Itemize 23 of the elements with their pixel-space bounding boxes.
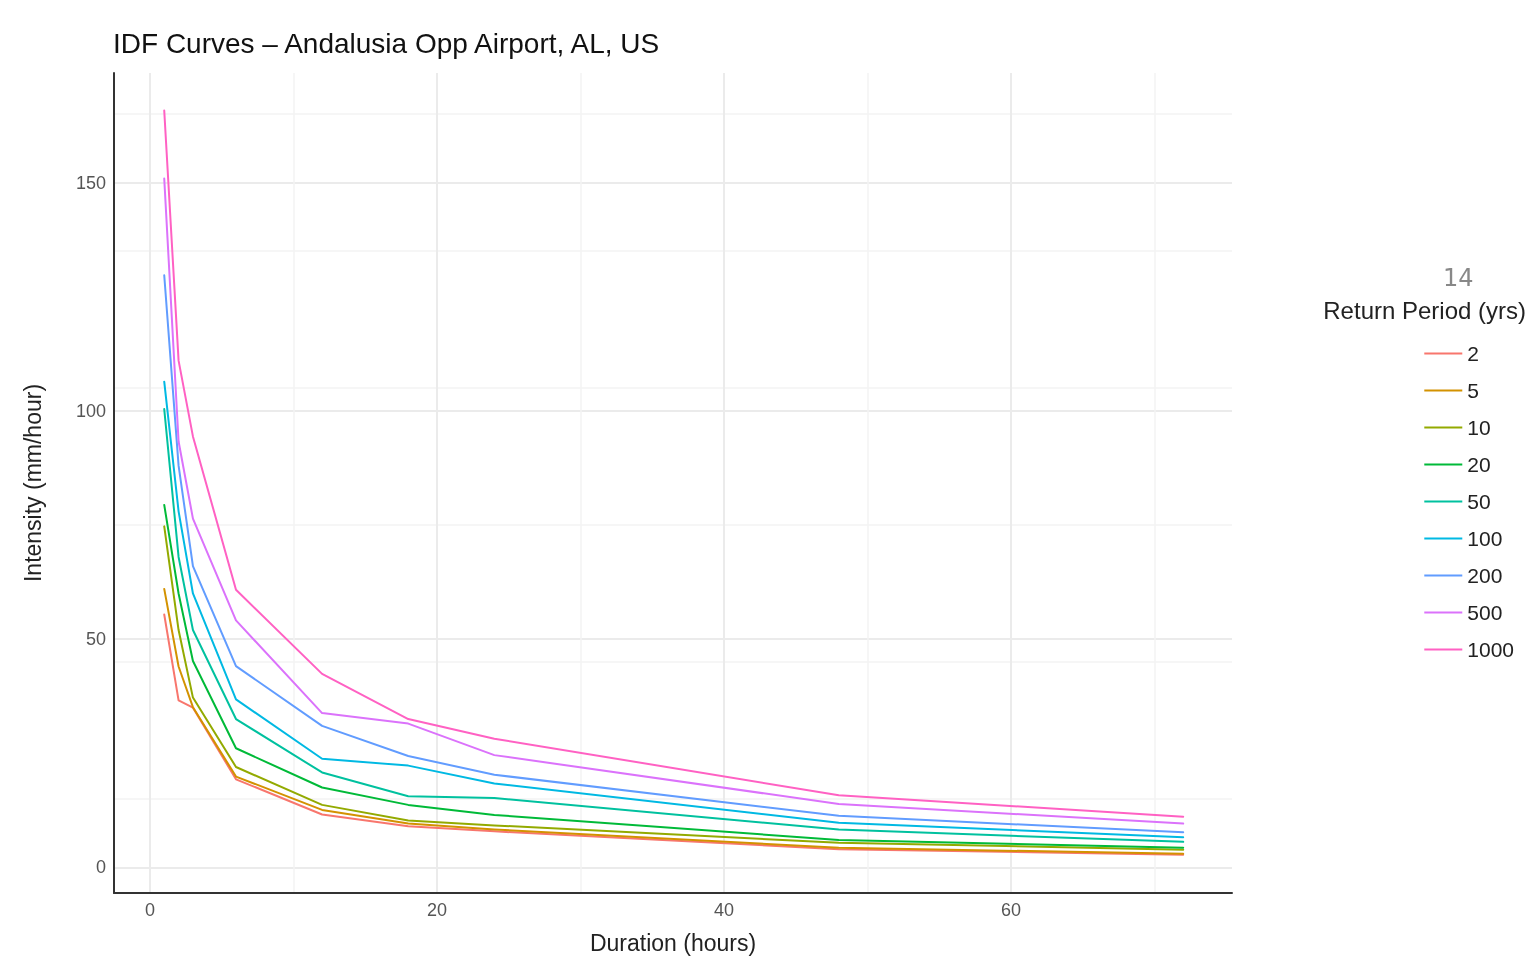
x-tick-label: 60 (1000, 900, 1021, 920)
legend-label: 5 (1467, 379, 1479, 402)
legend-label: 50 (1467, 490, 1491, 513)
legend-label: 500 (1467, 601, 1503, 624)
y-tick-label: 50 (85, 629, 106, 650)
chart-title: IDF Curves – Andalusia Opp Airport, AL, US (113, 27, 660, 59)
text: 14 (1443, 264, 1474, 292)
legend-label: 1000 (1467, 638, 1514, 661)
line-series (163, 274, 1185, 834)
legend-label: 100 (1467, 527, 1503, 550)
x-tick-label: 20 (426, 900, 447, 920)
x-tick-label: 0 (144, 900, 155, 920)
y-axis-title: Intensity (mm/hour) (19, 383, 46, 583)
y-tick-label: 150 (75, 172, 106, 193)
legend-label: 10 (1467, 416, 1491, 439)
legend-label: 200 (1467, 564, 1503, 587)
legend-title: Return Period (yrs) (1323, 296, 1527, 324)
y-tick-label: 100 (75, 400, 106, 421)
x-axis-title: Duration (hours) (589, 929, 757, 956)
legend-label: 20 (1467, 453, 1491, 476)
y-tick-label: 0 (95, 857, 106, 878)
legend-label: 2 (1467, 342, 1479, 365)
x-tick-label: 40 (713, 900, 734, 920)
